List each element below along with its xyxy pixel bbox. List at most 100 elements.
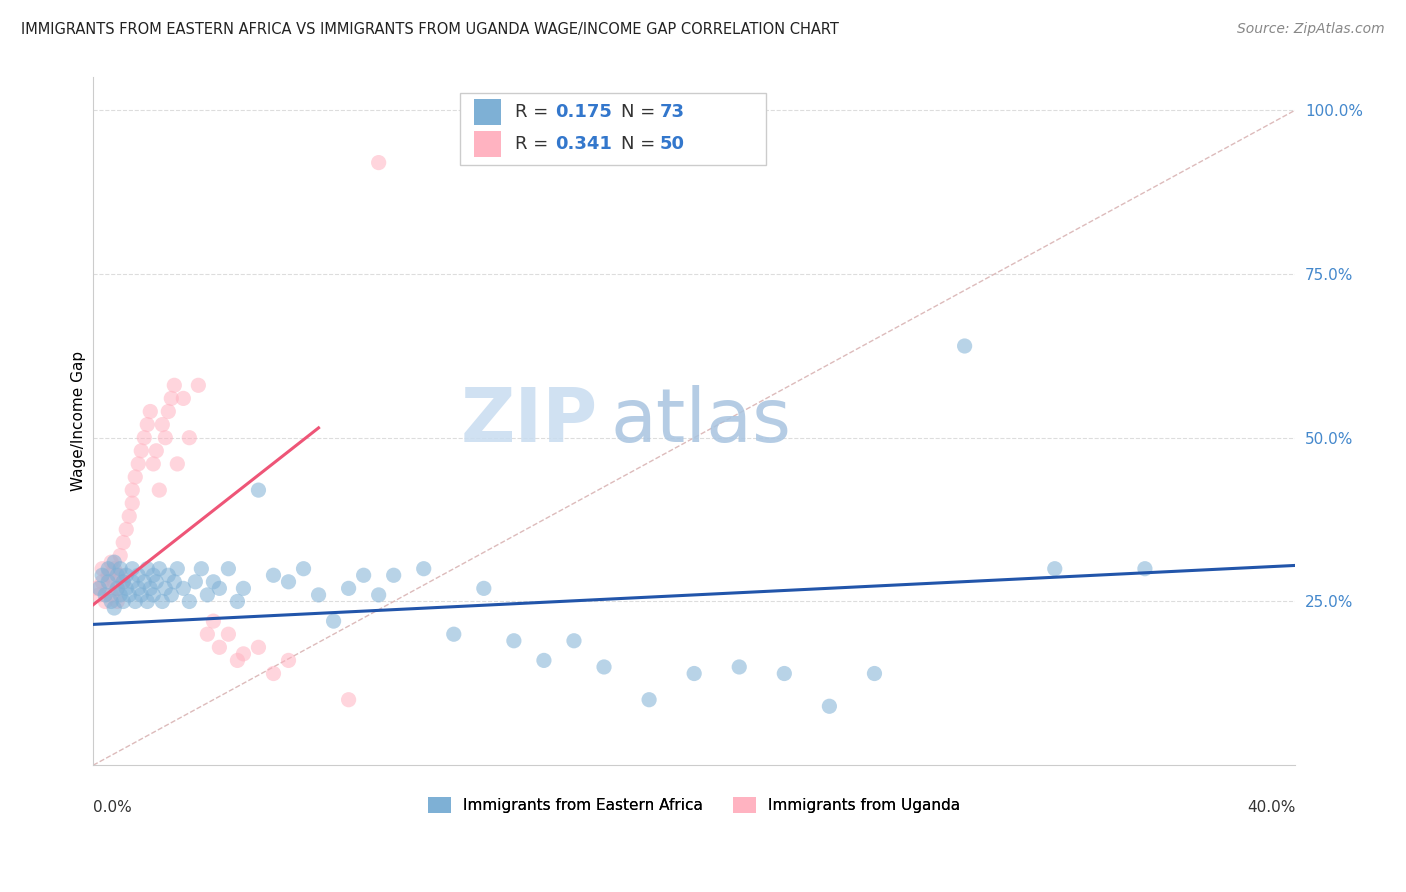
Point <box>322 614 344 628</box>
Point <box>103 562 125 576</box>
Point <box>127 582 149 596</box>
Point <box>115 582 138 596</box>
Point <box>110 588 132 602</box>
Point <box>217 627 239 641</box>
Point <box>337 692 360 706</box>
Point <box>263 666 285 681</box>
Point <box>115 523 138 537</box>
Point <box>110 562 132 576</box>
Text: 40.0%: 40.0% <box>1247 799 1295 814</box>
Point <box>145 574 167 589</box>
Point <box>84 582 107 596</box>
Point <box>184 574 207 589</box>
Point <box>160 588 183 602</box>
Point <box>337 582 360 596</box>
Text: R =: R = <box>515 103 554 120</box>
Point <box>226 653 249 667</box>
Point <box>136 594 159 608</box>
Point <box>110 549 132 563</box>
Point <box>134 574 156 589</box>
Point <box>367 155 389 169</box>
Point <box>472 582 495 596</box>
Point <box>150 417 173 432</box>
Point <box>112 535 135 549</box>
Text: 73: 73 <box>659 103 685 120</box>
Point <box>100 588 122 602</box>
Point <box>103 601 125 615</box>
Point <box>124 470 146 484</box>
Point <box>818 699 841 714</box>
Point <box>118 509 141 524</box>
Point <box>105 582 128 596</box>
Point <box>202 574 225 589</box>
Point <box>121 496 143 510</box>
Point <box>136 417 159 432</box>
Point <box>139 404 162 418</box>
Point <box>208 640 231 655</box>
Point <box>953 339 976 353</box>
Point <box>142 588 165 602</box>
Point <box>127 457 149 471</box>
Point <box>160 392 183 406</box>
Point <box>263 568 285 582</box>
Point <box>129 588 152 602</box>
Text: ZIP: ZIP <box>461 384 598 458</box>
Point <box>502 633 524 648</box>
Point <box>638 692 661 706</box>
Point <box>247 640 270 655</box>
Point <box>292 562 315 576</box>
Point <box>139 582 162 596</box>
FancyBboxPatch shape <box>474 99 501 125</box>
Point <box>155 431 177 445</box>
Point <box>208 582 231 596</box>
Point <box>155 582 177 596</box>
Text: IMMIGRANTS FROM EASTERN AFRICA VS IMMIGRANTS FROM UGANDA WAGE/INCOME GAP CORRELA: IMMIGRANTS FROM EASTERN AFRICA VS IMMIGR… <box>21 22 839 37</box>
Point <box>353 568 375 582</box>
Point <box>232 647 254 661</box>
FancyBboxPatch shape <box>460 93 766 165</box>
Point <box>533 653 555 667</box>
Point <box>103 555 125 569</box>
Point <box>1133 562 1156 576</box>
Point <box>195 588 218 602</box>
Point <box>110 568 132 582</box>
Point <box>367 588 389 602</box>
Text: 0.0%: 0.0% <box>93 799 132 814</box>
Point <box>136 562 159 576</box>
Point <box>105 568 128 582</box>
Point <box>247 483 270 497</box>
Point <box>115 568 138 582</box>
Point <box>127 568 149 582</box>
Point <box>148 562 170 576</box>
Point <box>1043 562 1066 576</box>
Point <box>157 404 180 418</box>
Point <box>97 568 120 582</box>
Point <box>187 378 209 392</box>
Point <box>562 633 585 648</box>
FancyBboxPatch shape <box>474 131 501 157</box>
Point <box>91 568 114 582</box>
Point <box>773 666 796 681</box>
Text: Source: ZipAtlas.com: Source: ZipAtlas.com <box>1237 22 1385 37</box>
Point <box>308 588 330 602</box>
Point <box>166 562 188 576</box>
Point <box>121 562 143 576</box>
Point <box>118 588 141 602</box>
Legend: Immigrants from Eastern Africa, Immigrants from Uganda: Immigrants from Eastern Africa, Immigran… <box>422 791 967 820</box>
Point <box>277 653 299 667</box>
Point <box>148 483 170 497</box>
Point <box>112 574 135 589</box>
Point <box>217 562 239 576</box>
Point <box>105 582 128 596</box>
Point <box>103 574 125 589</box>
Text: R =: R = <box>515 136 554 153</box>
Point <box>150 594 173 608</box>
Point <box>163 378 186 392</box>
Text: atlas: atlas <box>610 384 792 458</box>
Text: N =: N = <box>621 136 661 153</box>
Text: N =: N = <box>621 103 661 120</box>
Point <box>172 582 194 596</box>
Point <box>89 582 111 596</box>
Point <box>412 562 434 576</box>
Point <box>728 660 751 674</box>
